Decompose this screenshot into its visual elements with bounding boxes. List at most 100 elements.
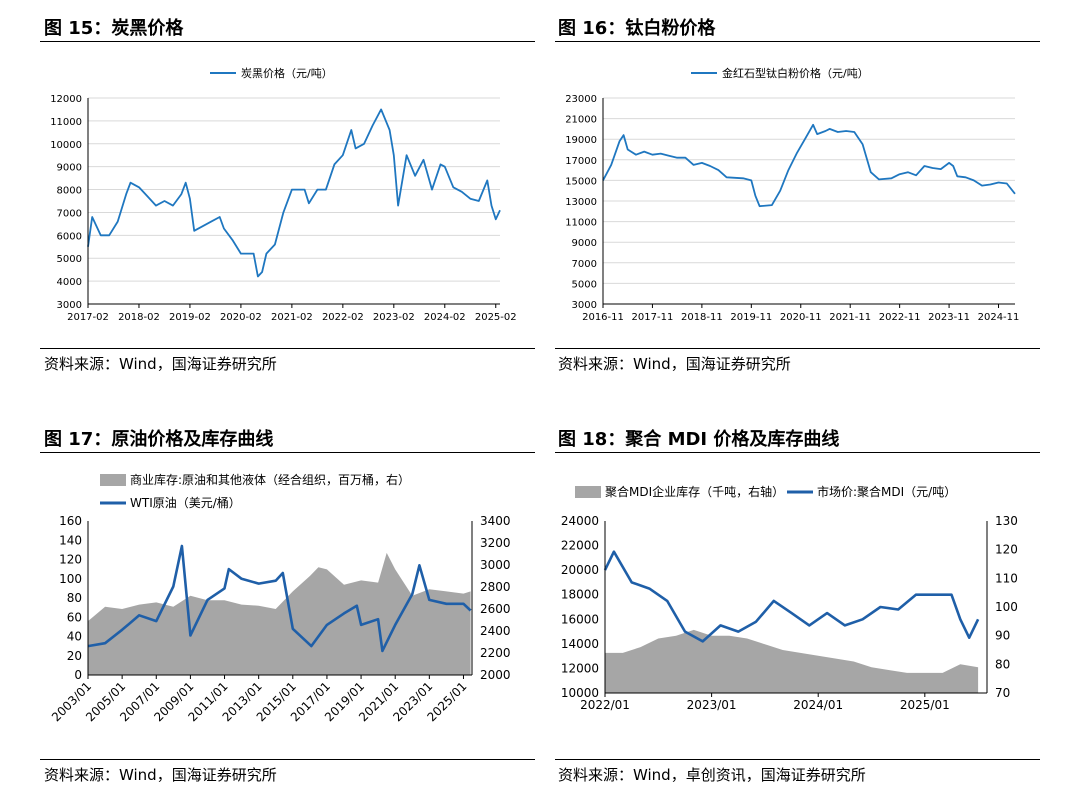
figure-18-title: 图 18：聚合 MDI 价格及库存曲线 [558, 429, 840, 450]
figure-16-source: 资料来源：Wind，国海证券研究所 [558, 355, 791, 373]
x-tick-label: 2016-11 [582, 312, 624, 323]
figure-18-top-rule [555, 452, 1040, 453]
legend-label: 市场价:聚合MDI（元/吨） [817, 484, 956, 499]
y-tick-label: 20 [67, 649, 82, 663]
y-right-tick-label: 70 [995, 686, 1010, 700]
y-tick-label: 12000 [50, 94, 82, 105]
x-tick-label: 2017-11 [632, 312, 674, 323]
figure-15-top-rule [40, 41, 535, 42]
y-tick-label: 100 [59, 572, 82, 586]
series-line-price [603, 550, 980, 643]
y-right-tick-label: 3200 [480, 536, 511, 550]
legend-swatch [100, 474, 126, 486]
x-tick-label: 2017-02 [67, 312, 109, 323]
y-tick-label: 17000 [565, 156, 597, 167]
y-tick-label: 80 [67, 591, 82, 605]
y-tick-label: 14000 [561, 637, 599, 651]
y-right-tick-label: 2600 [480, 602, 511, 616]
y-tick-label: 11000 [50, 117, 82, 128]
y-tick-label: 0 [74, 668, 82, 682]
figure-15-chart: 3000 4000 5000 6000 7000 8000 9000 10000 11000 12… [50, 66, 517, 323]
figure-15-title: 图 15：炭黑价格 [44, 18, 184, 39]
y-tick-label: 3000 [572, 300, 597, 311]
series-line-price [87, 544, 472, 653]
x-tick-label: 2023-02 [373, 312, 415, 323]
figure-16-title: 图 16：钛白粉价格 [558, 18, 716, 39]
y-tick-label: 140 [59, 533, 82, 547]
y-right-tick-label: 80 [995, 657, 1010, 671]
figure-17-title: 图 17：原油价格及库存曲线 [44, 429, 274, 450]
y-tick-label: 5000 [57, 254, 82, 265]
x-tick-label: 2024-11 [978, 312, 1020, 323]
y-tick-label: 60 [67, 610, 82, 624]
x-tick-label: 2022-11 [879, 312, 921, 323]
y-right-tick-label: 110 [995, 571, 1018, 585]
y-right-tick-label: 120 [995, 543, 1018, 557]
x-tick-label: 2021-02 [271, 312, 313, 323]
y-tick-label: 24000 [561, 514, 599, 528]
x-tick-label: 2024/01 [793, 698, 843, 712]
figure-17-bottom-rule [40, 759, 535, 760]
y-tick-label: 19000 [565, 135, 597, 146]
series-line-price [602, 123, 1016, 208]
y-tick-label: 18000 [561, 588, 599, 602]
y-tick-label: 21000 [565, 115, 597, 126]
y-tick-label: 12000 [561, 661, 599, 675]
x-tick-label: 2021-11 [829, 312, 871, 323]
y-tick-label: 8000 [57, 186, 82, 197]
legend-label: 金红石型钛白粉价格（元/吨） [722, 66, 869, 80]
y-right-tick-label: 3000 [480, 558, 511, 572]
x-tick-label: 2020-11 [780, 312, 822, 323]
y-tick-label: 160 [59, 514, 82, 528]
figure-16-top-rule [555, 41, 1040, 42]
y-tick-label: 20000 [561, 563, 599, 577]
x-tick-label: 2018-02 [118, 312, 160, 323]
legend-label: 聚合MDI企业库存（千吨，右轴） [605, 484, 784, 499]
y-right-tick-label: 3400 [480, 514, 511, 528]
x-tick-label: 2025-02 [475, 312, 517, 323]
figure-16-chart: 3000 5000 7000 9000 11000 13000 15000 17000 1900… [565, 66, 1020, 323]
series-line-price [87, 108, 501, 278]
x-tick-label: 2024-02 [424, 312, 466, 323]
figure-18-source: 资料来源：Wind，卓创资讯，国海证券研究所 [558, 766, 866, 784]
y-tick-label: 7000 [57, 208, 82, 219]
y-tick-label: 9000 [57, 163, 82, 174]
x-tick-label: 2023/01 [687, 698, 737, 712]
x-tick-label: 2019-11 [730, 312, 772, 323]
y-right-tick-label: 2000 [480, 668, 511, 682]
legend-label: 商业库存:原油和其他液体（经合组织，百万桶，右） [130, 472, 410, 487]
y-tick-label: 10000 [50, 140, 82, 151]
figure-17-top-rule [40, 452, 535, 453]
x-tick-label: 2025/01 [900, 698, 950, 712]
y-tick-label: 22000 [561, 539, 599, 553]
figure-17-chart: 0 20 40 60 80 100 120 140 160 2000 2200 2400 2600 280… [49, 472, 511, 724]
y-right-tick-label: 2400 [480, 624, 511, 638]
series-area-inventory [88, 552, 471, 675]
y-tick-label: 5000 [572, 279, 597, 290]
legend-label: WTI原油（美元/桶） [130, 495, 241, 510]
y-tick-label: 6000 [57, 231, 82, 242]
figure-18-bottom-rule [555, 759, 1040, 760]
figure-15-bottom-rule [40, 348, 535, 349]
y-tick-label: 13000 [565, 197, 597, 208]
x-tick-label: 2022/01 [580, 698, 630, 712]
y-tick-label: 10000 [561, 686, 599, 700]
y-right-tick-label: 2200 [480, 646, 511, 660]
y-tick-label: 11000 [565, 218, 597, 229]
figure-18-chart: 10000 12000 14000 16000 18000 20000 22000 24000… [561, 484, 1018, 712]
x-tick-label: 2020-02 [220, 312, 262, 323]
series-area-inventory [605, 629, 979, 693]
y-tick-label: 120 [59, 553, 82, 567]
x-tick-label: 2023-11 [928, 312, 970, 323]
y-tick-label: 7000 [572, 259, 597, 270]
y-tick-label: 16000 [561, 612, 599, 626]
y-right-tick-label: 100 [995, 600, 1018, 614]
legend-swatch [575, 486, 601, 498]
figure-17-source: 资料来源：Wind，国海证券研究所 [44, 766, 277, 784]
x-tick-label: 2018-11 [681, 312, 723, 323]
y-tick-label: 40 [67, 630, 82, 644]
y-right-tick-label: 130 [995, 514, 1018, 528]
y-right-tick-label: 2800 [480, 580, 511, 594]
y-tick-label: 23000 [565, 94, 597, 105]
y-right-tick-label: 90 [995, 629, 1010, 643]
